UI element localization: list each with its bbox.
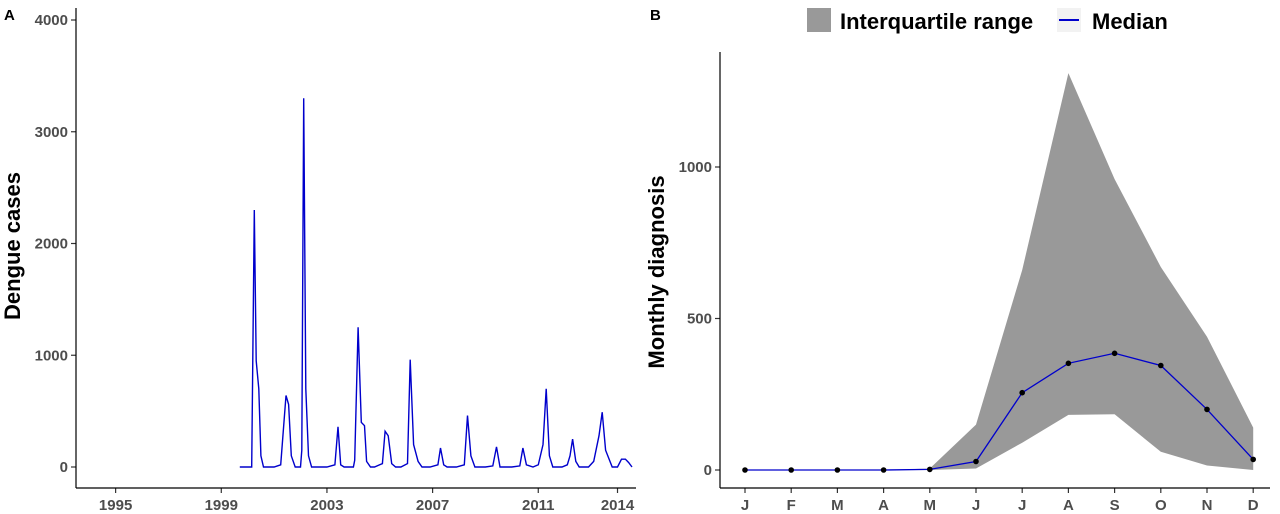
panel-a-x-tick-label: 2003	[310, 497, 343, 514]
panel-b-x-tick-label: A	[1063, 497, 1074, 514]
panel-b-x-tick-label: M	[924, 497, 937, 514]
median-point	[1111, 350, 1118, 357]
panel-a-y-tick-label: 3000	[35, 124, 68, 141]
panel-a-x-ticks: 1995 1999 2003 2007 2011 2014	[99, 488, 635, 514]
panel-b-y-ticks: 0 500 1000	[679, 159, 720, 479]
panel-b-x-tick-label: J	[972, 497, 980, 514]
panel-b: B Interquartile range Median Monthly dia…	[644, 7, 1270, 514]
panel-b-x-tick-label: D	[1248, 497, 1259, 514]
panel-b-y-axis-title: Monthly diagnosis	[644, 175, 669, 368]
median-point	[1019, 389, 1025, 396]
median-points	[742, 350, 1256, 473]
panel-b-y-tick-label: 1000	[679, 159, 712, 176]
panel-a-y-ticks: 0 1000 2000 3000 4000	[35, 12, 76, 476]
median-point	[742, 467, 748, 473]
dengue-cases-line	[239, 98, 633, 468]
panel-a-y-tick-label: 0	[60, 459, 68, 476]
legend-median-label: Median	[1092, 9, 1168, 34]
panel-a-x-tick-label: 2014	[601, 497, 635, 514]
panel-b-x-tick-label: S	[1110, 497, 1120, 514]
panel-b-x-tick-label: O	[1155, 497, 1167, 514]
panel-a-x-tick-label: 2007	[416, 497, 449, 514]
panel-b-label: B	[650, 7, 661, 24]
median-point	[1158, 362, 1164, 369]
panel-b-x-tick-label: M	[831, 497, 844, 514]
panel-b-y-tick-label: 500	[687, 311, 712, 328]
median-point	[834, 467, 841, 473]
panel-a-x-tick-label: 1995	[99, 497, 132, 514]
panel-b-x-tick-label: F	[787, 497, 796, 514]
median-point	[927, 466, 933, 473]
median-point	[973, 458, 979, 465]
interquartile-range-band	[745, 73, 1254, 470]
median-point	[1250, 456, 1256, 463]
legend-band-swatch	[807, 8, 831, 32]
panel-a-y-tick-label: 2000	[35, 236, 68, 253]
panel-b-x-tick-label: A	[878, 497, 889, 514]
panel-b-x-tick-label: J	[741, 497, 749, 514]
panel-a-label: A	[4, 7, 15, 24]
panel-b-x-tick-label: N	[1202, 497, 1213, 514]
panel-a-y-tick-label: 4000	[35, 12, 68, 29]
median-point	[880, 467, 887, 473]
panel-a-x-tick-label: 1999	[205, 497, 238, 514]
panel-b-x-tick-label: J	[1018, 497, 1026, 514]
legend-band-label: Interquartile range	[840, 9, 1033, 34]
panel-a-y-tick-label: 1000	[35, 347, 68, 364]
panel-a-y-axis-title: Dengue cases	[0, 172, 25, 320]
median-point	[1204, 406, 1210, 413]
panel-a-x-tick-label: 2011	[522, 497, 555, 514]
legend: Interquartile range Median	[807, 8, 1168, 34]
median-line	[745, 352, 1254, 471]
panel-b-y-tick-label: 0	[704, 462, 712, 479]
median-point	[788, 467, 794, 473]
median-point	[1065, 360, 1072, 367]
